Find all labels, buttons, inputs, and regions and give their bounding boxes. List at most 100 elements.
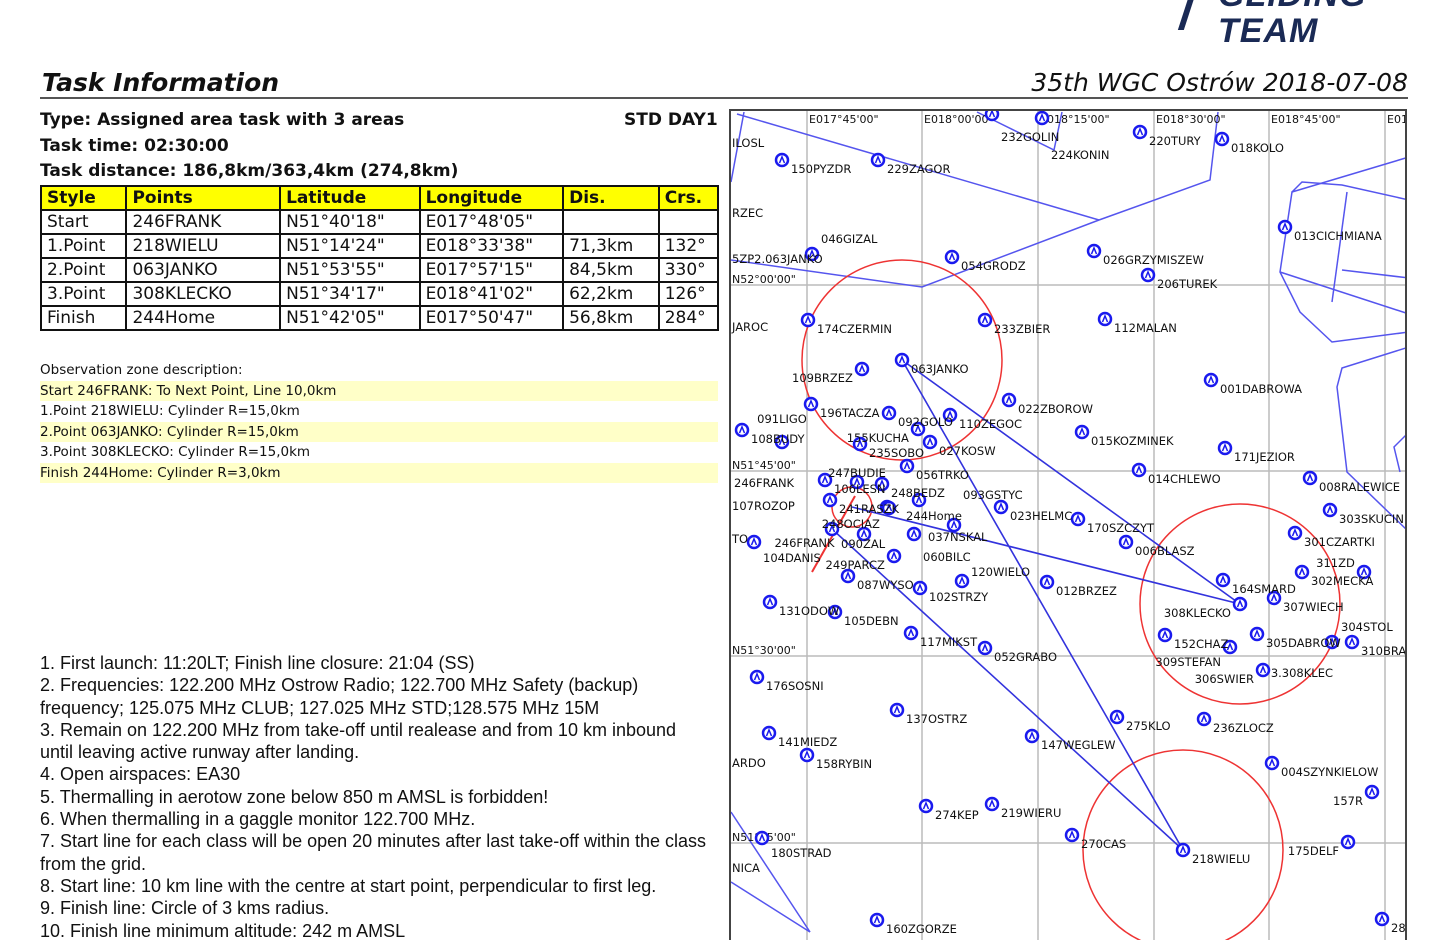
waypoint-label: 28 (1391, 921, 1406, 935)
table-header-row: Style Points Latitude Longitude Dis. Crs. (39, 185, 720, 211)
column-header: Dis. (562, 185, 660, 211)
table-cell: 308KLECKO (125, 281, 282, 307)
table-cell: 284° (657, 305, 720, 331)
airspace-boundary (1393, 434, 1405, 473)
task-notes: 1. First launch: 11:20LT; Finish line cl… (40, 652, 710, 942)
oz-line: Start 246FRANK: To Next Point, Line 10,0… (40, 380, 718, 401)
waypoint-glyph (853, 477, 861, 486)
waypoint-label: 206TUREK (1157, 277, 1218, 291)
waypoint-glyph (981, 315, 989, 324)
waypoint-icon (1374, 911, 1390, 927)
waypoint-glyph (914, 424, 922, 433)
waypoint-label: 311ZD (1316, 556, 1355, 570)
waypoint-glyph (821, 475, 829, 484)
waypoint-glyph (958, 576, 966, 585)
waypoint-icon (1356, 564, 1372, 580)
edge-label: NICA (732, 861, 760, 875)
airspace-boundary (1331, 191, 1348, 303)
waypoint-label: 248OCIAZ (822, 517, 880, 531)
waypoint-icon (1287, 525, 1303, 541)
table-row: 1.Point 218WIELU N51°14'24" E018°33'38" 71,3… (39, 233, 720, 259)
column-header: Latitude (279, 185, 421, 211)
waypoint-label: 026GRZYMISZEW (1103, 253, 1204, 267)
logo-line1: GLIDING (1218, 0, 1367, 12)
waypoint-glyph (997, 502, 1005, 511)
waypoint-label: 244Home (906, 509, 962, 523)
waypoint-glyph (890, 551, 898, 560)
waypoint-label: 120WIELO (971, 565, 1030, 579)
lon-label: E017°45'00" (809, 113, 879, 126)
waypoint-icon (886, 548, 902, 564)
edge-label: 5ZP2.063JANKO (732, 252, 823, 266)
waypoint-glyph (926, 437, 934, 446)
waypoint-label: 093GSTYC (963, 488, 1023, 502)
waypoint-label: 155KUCHA (847, 431, 909, 445)
waypoint-icon (800, 312, 816, 328)
waypoint-icon (799, 747, 815, 763)
table-cell: 244Home (125, 305, 282, 331)
waypoint-icon (1249, 626, 1265, 642)
waypoint-icon (899, 458, 915, 474)
waypoint-icon (774, 434, 790, 450)
waypoint-icon (761, 725, 777, 741)
column-header: Crs. (657, 185, 720, 211)
edge-label: RZEC (732, 206, 763, 220)
waypoint-label: 302MECKA (1311, 574, 1374, 588)
waypoint-label: 219WIERU (1001, 806, 1061, 820)
waypoint-icon (1232, 596, 1248, 612)
waypoint-glyph (916, 583, 924, 592)
waypoint-icon (977, 640, 993, 656)
waypoint-label: 224KONIN (1051, 148, 1110, 162)
observation-zone (1082, 749, 1284, 940)
waypoint-glyph (1161, 630, 1169, 639)
observation-zone (1139, 503, 1341, 705)
waypoint-icon (881, 405, 897, 421)
waypoint-icon (774, 152, 790, 168)
waypoint-label: 147WEGLEW (1041, 738, 1116, 752)
task-distance: Task distance: 186,8km/363,4km (274,8km) (40, 161, 459, 181)
table-cell: 330° (657, 257, 720, 283)
waypoint-glyph (803, 750, 811, 759)
waypoint-label: 308KLECKO (1164, 606, 1231, 620)
waypoint-glyph (778, 437, 786, 446)
waypoint-glyph (860, 529, 868, 538)
waypoint-glyph (778, 155, 786, 164)
waypoint-glyph (1136, 127, 1144, 136)
table-row: 2.Point 063JANKO N51°53'55" E017°57'15" 84,5… (39, 257, 720, 283)
logo-line2: TEAM (1218, 12, 1319, 50)
table-cell: N51°53'55" (279, 257, 421, 283)
waypoint-icon (1024, 728, 1040, 744)
waypoint-glyph (826, 495, 834, 504)
oz-line: Finish 244Home: Cylinder R=3,0km (40, 462, 718, 483)
waypoint-icon (1157, 627, 1173, 643)
waypoint-glyph (988, 799, 996, 808)
waypoint-glyph (1078, 427, 1086, 436)
waypoint-glyph (878, 479, 886, 488)
waypoint-label: 106LESN (834, 482, 886, 496)
lon-label: E01 (1387, 113, 1407, 126)
waypoint-glyph (1326, 505, 1334, 514)
waypoint-glyph (765, 728, 773, 737)
table-cell: 063JANKO (125, 257, 282, 283)
edge-label: 3.308KLEC (1271, 666, 1333, 680)
waypoint-icon (749, 669, 765, 685)
waypoint-glyph (858, 364, 866, 373)
waypoint-label: 054GRODZ (961, 259, 1026, 273)
waypoint-icon (852, 436, 868, 452)
waypoint-icon (1131, 462, 1147, 478)
waypoint-glyph (981, 643, 989, 652)
note: 2. Frequencies: 122.200 MHz Ostrow Radio… (40, 675, 639, 718)
airspace-boundary (1279, 271, 1405, 314)
waypoint-label: 012BRZEZ (1056, 584, 1117, 598)
waypoint-glyph (1328, 637, 1336, 646)
note: 9. Finish line: Circle of 3 kms radius. (40, 898, 330, 919)
waypoint-glyph (988, 111, 996, 118)
table-row: Finish 244Home N51°42'05" E017°50'47" 56,8km… (39, 305, 720, 331)
waypoint-label: 174CZERMIN (817, 322, 892, 336)
event-title: 35th WGC Ostrów 2018-07-08 (1031, 68, 1408, 97)
waypoint-icon (1294, 564, 1310, 580)
edge-label: ILOSL (732, 136, 765, 150)
task-map[interactable]: E017°45'00" E018°00'00" E018°15'00" E018°30… (729, 109, 1407, 940)
waypoint-label: 175DELF (1288, 844, 1339, 858)
page-title: Task Information (42, 68, 280, 97)
